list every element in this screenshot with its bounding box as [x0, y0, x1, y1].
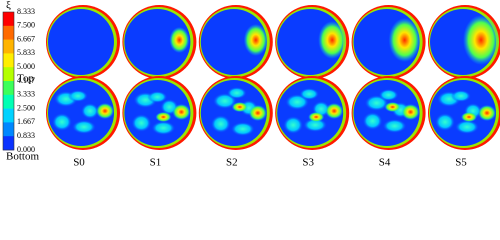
hot-spot	[243, 24, 268, 56]
contour-plot	[428, 76, 500, 150]
flow-blob	[362, 112, 383, 130]
flow-blob	[378, 89, 399, 101]
tick-label: 6.667	[17, 34, 35, 43]
column-label: S1	[150, 157, 162, 169]
hot-spot	[231, 102, 248, 112]
tick-label: 1.667	[17, 117, 35, 126]
colorbar-band	[3, 53, 14, 68]
flow-blob	[303, 118, 328, 132]
core	[200, 9, 267, 75]
contour-plot	[275, 76, 350, 150]
hot-spot	[155, 112, 172, 122]
hot-spot	[96, 103, 114, 119]
colorbar-ticks: 8.333 7.500 6.667 5.833 5.000 4.167 3.333 2.500…	[17, 7, 35, 154]
contour-plot	[198, 5, 273, 79]
tick-label: 4.167	[17, 76, 35, 85]
tick-label: 3.333	[17, 90, 35, 99]
contour-plot	[351, 5, 426, 79]
hot-spot	[248, 105, 267, 121]
flow-blob	[210, 115, 231, 133]
flow-blob	[52, 113, 72, 131]
colorbar	[2, 11, 15, 151]
hot-spot	[384, 102, 401, 112]
contour-plot	[46, 5, 120, 79]
core	[124, 9, 191, 75]
colorbar-band	[3, 25, 14, 40]
flow-blob	[81, 103, 99, 119]
hot-spot	[461, 112, 477, 122]
flow-blob	[230, 122, 255, 136]
colorbar-band	[3, 122, 14, 137]
figure: ξ 8.333 7.500 6.667 5.833 5.000 4.167 3.333 2.5…	[2, 0, 500, 169]
tick-label: 8.333	[17, 7, 35, 16]
flow-blob	[72, 120, 96, 134]
core	[48, 9, 114, 75]
hot-spot	[463, 15, 499, 65]
page: ξ 8.333 7.500 6.667 5.833 5.000 4.167 3.333 2.5…	[2, 0, 500, 169]
colorbar-band	[3, 67, 14, 82]
contour-plot	[46, 76, 120, 150]
tick-label: 0.833	[17, 131, 35, 140]
hot-spot	[388, 18, 421, 62]
tick-label: 5.833	[17, 48, 35, 57]
contour-plot	[275, 5, 350, 79]
tick-label: 7.500	[17, 21, 35, 30]
flow-blob	[283, 116, 304, 134]
colorbar-band	[3, 136, 14, 151]
contour-plot	[428, 5, 500, 79]
tick-label: 2.500	[17, 103, 35, 112]
hot-spot	[172, 104, 191, 120]
flow-blob	[435, 113, 455, 131]
tick-label: 0.000	[17, 145, 35, 154]
contour-plot	[198, 76, 273, 150]
column-label: S3	[302, 157, 314, 169]
flow-blob	[131, 114, 152, 132]
contour-plot	[351, 76, 426, 150]
flow-blob	[451, 90, 471, 102]
colorbar-band	[3, 39, 14, 54]
column-label: S5	[455, 157, 467, 169]
colorbar-band	[3, 12, 14, 27]
column-label: S2	[226, 157, 238, 169]
flow-blob	[455, 120, 479, 134]
column-label: S4	[379, 157, 391, 169]
flow-blob	[226, 87, 247, 99]
flow-blob	[382, 119, 407, 133]
column-label: S0	[73, 157, 85, 169]
row-label: Top	[17, 73, 34, 85]
contour-grid: S0 S1 S2 S3 S4 S5	[46, 5, 500, 169]
colorbar-band	[3, 108, 14, 123]
colorbar-band	[3, 94, 14, 109]
hot-spot	[478, 105, 496, 121]
hot-spot	[169, 27, 190, 53]
flow-blob	[68, 90, 88, 102]
hot-spot	[308, 112, 325, 122]
contour-plot	[122, 5, 197, 79]
colorbar-band	[3, 81, 14, 96]
flow-blob	[147, 91, 168, 103]
hot-spot	[325, 103, 344, 119]
contour-plot	[122, 76, 197, 150]
hot-spot	[401, 104, 420, 120]
row-label: Bottom	[6, 151, 39, 163]
tick-label: 5.000	[17, 62, 35, 71]
flow-blob	[151, 121, 176, 135]
colorbar-frame	[2, 11, 15, 151]
colorbar-title: ξ	[6, 0, 11, 12]
hot-spot	[318, 21, 347, 59]
flow-blob	[299, 88, 320, 100]
